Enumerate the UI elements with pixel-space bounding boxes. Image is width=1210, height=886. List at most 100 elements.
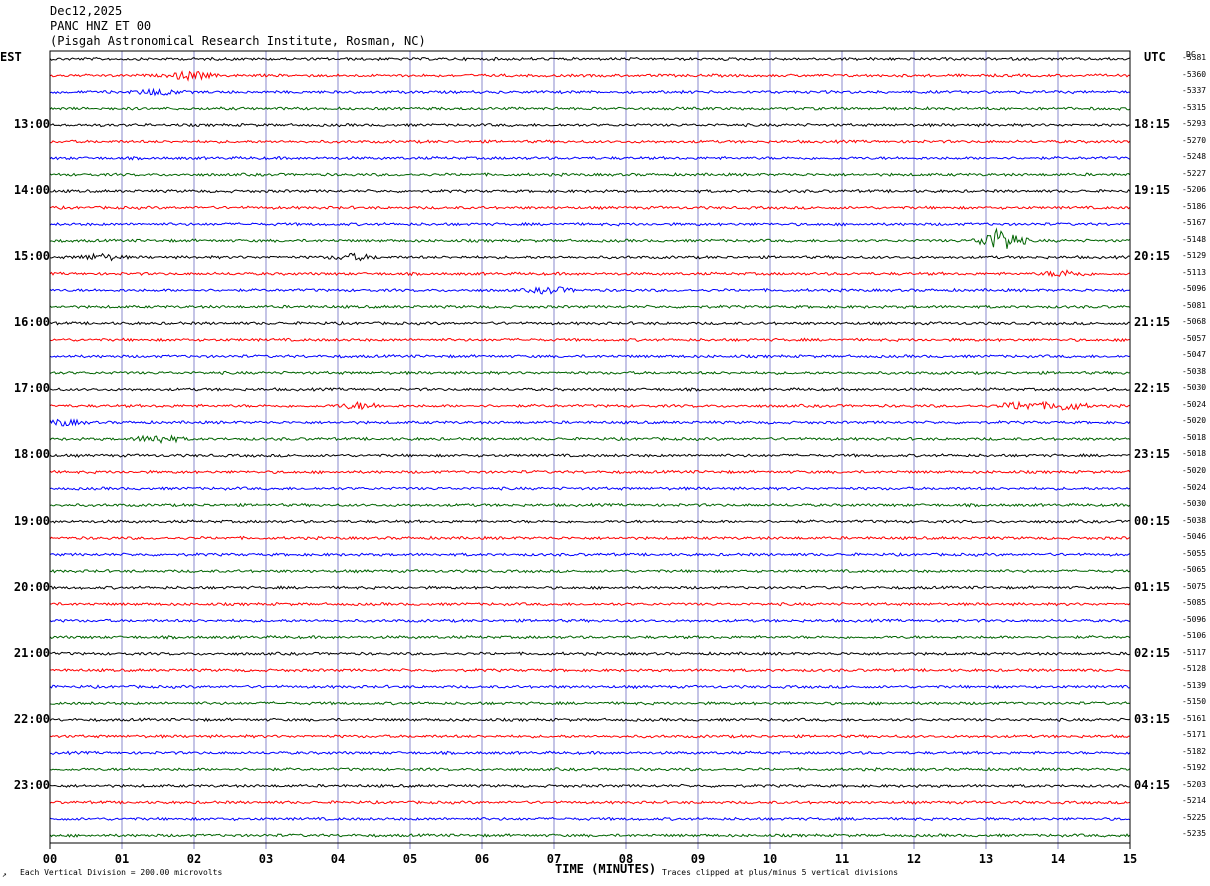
dc-offset-label: -5293	[1182, 119, 1207, 129]
x-tick-label: 10	[762, 852, 778, 866]
trace-line	[49, 568, 1131, 574]
utc-axis-label: UTC	[1144, 50, 1166, 64]
dc-offset-label: -5057	[1182, 333, 1207, 343]
chart-date: Dec12,2025	[50, 4, 123, 18]
utc-time-label: 02:15	[1134, 645, 1171, 660]
trace-line	[49, 469, 1131, 475]
trace-line	[49, 783, 1131, 789]
dc-offset-label: -5038	[1182, 366, 1207, 376]
trace-line	[49, 585, 1131, 591]
trace-line	[49, 651, 1131, 656]
x-tick-label: 11	[834, 852, 850, 866]
dc-offset-label: -5046	[1182, 532, 1207, 542]
x-tick-label: 08	[618, 852, 634, 866]
est-time-label: 20:00	[13, 579, 50, 594]
trace-line	[49, 227, 1131, 249]
dc-offset-label: -5085	[1182, 598, 1207, 608]
dc-offset-label: -5167	[1182, 218, 1207, 228]
dc-offset-label: -5068	[1182, 317, 1207, 327]
trace-line	[49, 552, 1131, 557]
station-name: PANC HNZ ET 00	[50, 19, 152, 33]
est-time-label: 22:00	[13, 711, 50, 726]
trace-line	[49, 286, 1131, 295]
trace-line	[49, 618, 1131, 624]
dc-offset-label: -5024	[1182, 482, 1207, 492]
utc-time-label: 20:15	[1134, 249, 1171, 264]
dc-offset-label: -5117	[1182, 647, 1207, 657]
x-tick-label: 04	[330, 852, 346, 866]
utc-time-label: 04:15	[1134, 777, 1171, 792]
trace-line	[50, 601, 1131, 607]
dc-offset-label: -5315	[1182, 102, 1207, 112]
trace-line	[49, 766, 1131, 772]
x-tick-label: 01	[114, 852, 130, 866]
dc-offset-label: -5075	[1182, 581, 1207, 591]
clip-note: Traces clipped at plus/minus 5 vertical …	[662, 868, 899, 877]
x-tick-label: 14	[1050, 852, 1066, 866]
dc-offset-label: -5186	[1182, 201, 1207, 211]
x-tick-label: 13	[978, 852, 994, 866]
x-tick-label: 07	[546, 852, 562, 866]
dc-offset-label: -5360	[1182, 69, 1207, 79]
est-axis-label: EST	[0, 50, 22, 64]
dc-offset-label: -5096	[1182, 284, 1207, 294]
x-tick-label: 00	[42, 852, 58, 866]
dc-offset-label: -5030	[1182, 383, 1207, 393]
dc-offset-label: -5020	[1182, 416, 1207, 426]
trace-line	[49, 684, 1130, 690]
x-tick-label: 06	[474, 852, 490, 866]
trace-line	[49, 139, 1131, 144]
trace-line	[49, 535, 1131, 541]
dc-offset-label: -5024	[1182, 399, 1207, 409]
dc-offset-label: -5129	[1182, 251, 1207, 261]
trace-line	[49, 70, 1131, 82]
trace-line	[49, 519, 1131, 524]
est-time-label: 23:00	[13, 777, 50, 792]
dc-offset-label: -5018	[1182, 432, 1207, 442]
dc-offset-label: -5270	[1182, 135, 1207, 145]
dc-offset-label: -5055	[1182, 548, 1207, 558]
est-time-label: 15:00	[13, 249, 50, 264]
utc-time-label: 18:15	[1134, 117, 1171, 132]
trace-line	[49, 106, 1131, 111]
dc-offset-label: -5106	[1182, 631, 1207, 641]
x-axis-label: TIME (MINUTES)	[555, 862, 657, 876]
dc-offset-label: -5081	[1182, 300, 1207, 310]
trace-line	[49, 122, 1131, 128]
dc-offset-label: -5227	[1182, 168, 1207, 178]
dc-offset-label: -5214	[1182, 796, 1207, 806]
trace-line	[49, 799, 1131, 805]
dc-offset-label: -5150	[1182, 697, 1207, 707]
trace-line	[49, 717, 1131, 723]
trace-line	[49, 269, 1131, 278]
vertical-division-note: Each Vertical Division = 200.00 microvol…	[20, 868, 223, 877]
trace-line	[49, 354, 1131, 359]
dc-offset-label: -5192	[1182, 763, 1207, 773]
dc-offset-label: -5047	[1182, 350, 1207, 360]
x-tick-label: 12	[906, 852, 922, 866]
dc-offset-label: -5038	[1182, 515, 1207, 525]
dc-offset-label: -5225	[1182, 812, 1207, 822]
trace-line	[49, 155, 1131, 161]
trace-lines	[49, 56, 1131, 838]
utc-time-label: 23:15	[1134, 447, 1171, 462]
x-tick-label: 15	[1122, 852, 1138, 866]
dc-offset-label: -5018	[1182, 449, 1207, 459]
utc-time-label: 21:15	[1134, 315, 1171, 330]
dc-offset-label: -5030	[1182, 499, 1207, 509]
dc-offset-label: -5248	[1182, 152, 1207, 162]
trace-line	[49, 252, 1131, 262]
trace-line	[49, 634, 1131, 640]
trace-line	[49, 370, 1131, 376]
trace-line	[49, 486, 1131, 491]
trace-line	[49, 816, 1131, 822]
dc-offset-label: -5381	[1182, 53, 1207, 62]
trace-line	[49, 205, 1131, 211]
x-tick-label: 02	[186, 852, 202, 866]
x-tick-label: 05	[402, 852, 418, 866]
institution-name: (Pisgah Astronomical Research Institute,…	[50, 34, 426, 48]
trace-line	[49, 734, 1131, 739]
dc-offset-label: -5020	[1182, 466, 1207, 475]
dc-header: DC	[1186, 50, 1196, 59]
